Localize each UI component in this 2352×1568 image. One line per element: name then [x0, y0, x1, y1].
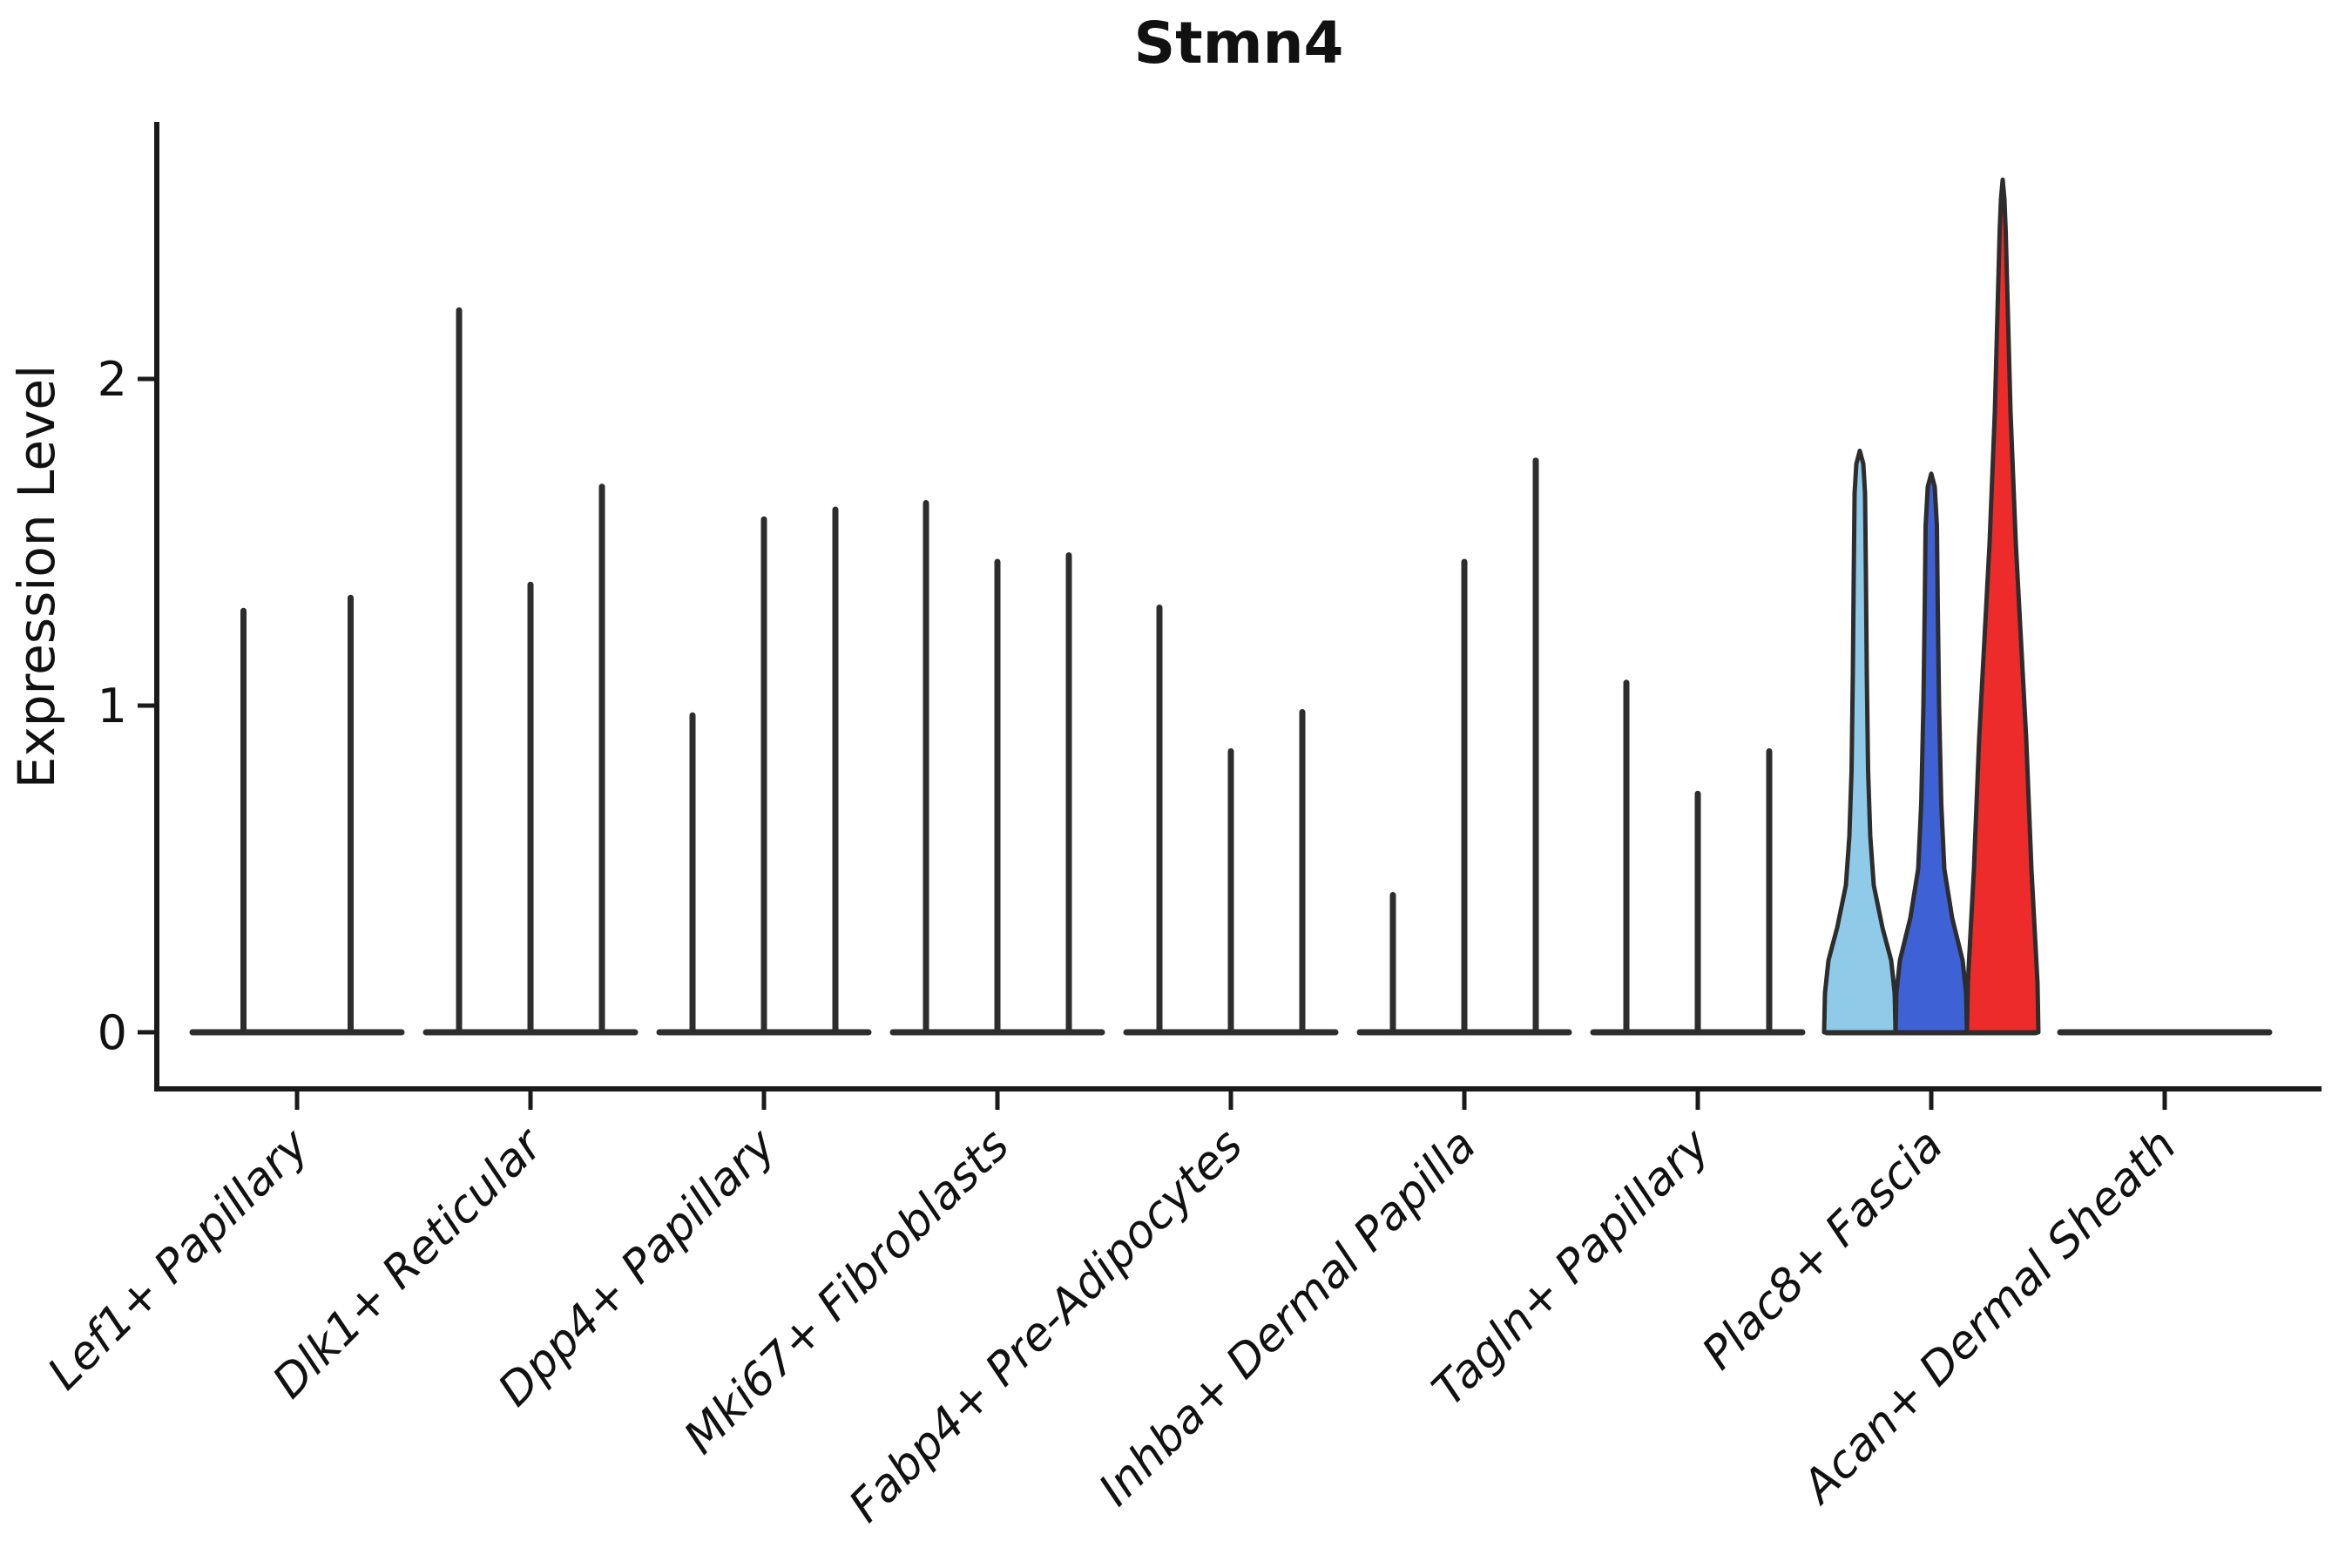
- x-tick-label: Acan+ Dermal Sheath: [1791, 1119, 2186, 1515]
- violin: [1893, 471, 1970, 1035]
- x-tick-label: Fabp4+ Pre-Adipocytes: [840, 1119, 1254, 1533]
- violin-category: [656, 506, 872, 1036]
- y-tick-label: 0: [98, 1005, 127, 1060]
- x-tick-label: Inhba+ Dermal Papilla: [1089, 1119, 1486, 1517]
- violin: [1821, 449, 1898, 1035]
- violins: [189, 177, 2273, 1036]
- y-axis-label: Expression Level: [7, 365, 66, 788]
- y-tick-label: 2: [98, 352, 127, 407]
- violin-category: [1123, 605, 1339, 1036]
- violin-category: [1821, 177, 2041, 1036]
- x-tick-label: Plac8+ Fascia: [1693, 1119, 1953, 1380]
- violin-category: [1356, 457, 1572, 1036]
- violin: [1964, 177, 2041, 1035]
- violin-category: [889, 500, 1105, 1036]
- violin-category: [1590, 679, 1806, 1036]
- violin-category: [189, 594, 405, 1036]
- chart-title: Stmn4: [1134, 10, 1344, 77]
- violin-category: [422, 307, 639, 1036]
- y-tick-label: 1: [98, 679, 127, 733]
- y-axis-ticks: 0 1 2: [98, 352, 157, 1060]
